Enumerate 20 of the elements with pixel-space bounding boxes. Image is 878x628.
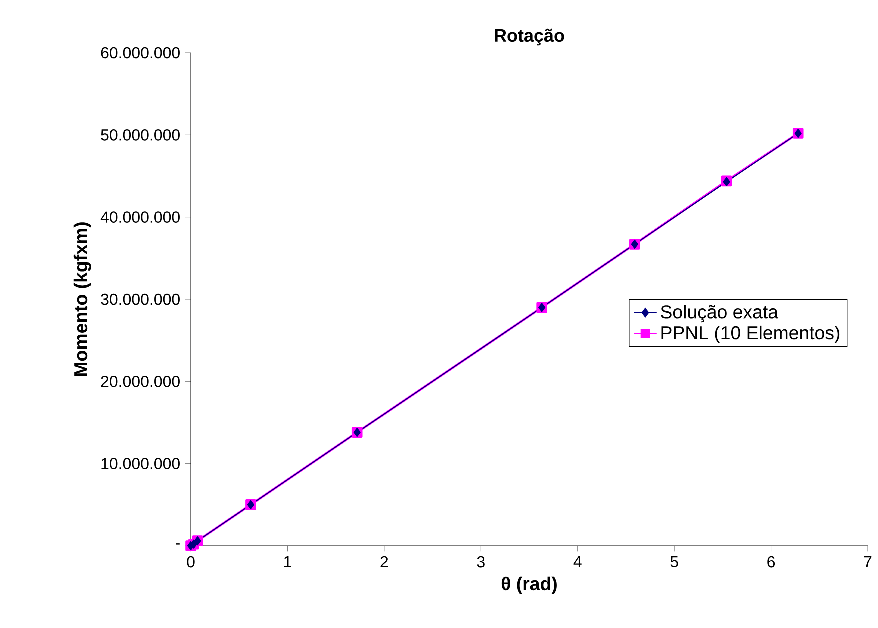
x-axis-title: θ (rad)	[502, 576, 557, 594]
x-tick-label: 7	[864, 556, 872, 568]
y-tick-label: 60.000.000	[101, 47, 180, 59]
x-tick-label: 1	[284, 556, 292, 568]
y-tick-label: 50.000.000	[101, 130, 180, 141]
x-tick-label: 3	[477, 556, 485, 568]
x-tick-label: 2	[380, 556, 388, 568]
chart-title: Rotação	[495, 28, 564, 46]
y-tick-label: 10.000.000	[102, 458, 180, 470]
x-tick-label: 5	[670, 556, 678, 568]
y-tick-label: 30.000.000	[101, 294, 180, 306]
y-axis-title: Momento (kgfxm)	[74, 222, 92, 376]
legend-label: Solução exata	[661, 305, 779, 323]
legend-label: PPNL (10 Elementos)	[662, 326, 840, 344]
y-tick-label: 40.000.000	[100, 212, 180, 223]
y-tick-label: 20.000.000	[101, 376, 180, 388]
x-tick-label: 0	[187, 556, 195, 568]
y-tick-label: -	[176, 544, 180, 545]
x-tick-label: 6	[768, 556, 776, 568]
x-tick-label: 4	[574, 556, 582, 568]
